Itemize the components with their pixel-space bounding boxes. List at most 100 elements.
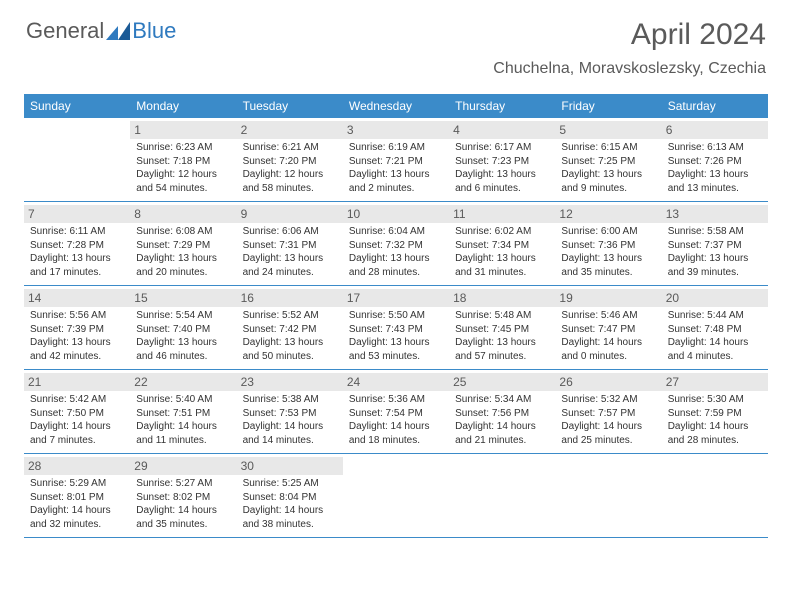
day-number: 24: [343, 373, 449, 391]
day-cell: 6Sunrise: 6:13 AMSunset: 7:26 PMDaylight…: [662, 118, 768, 202]
day-info-line: Sunrise: 6:19 AM: [349, 141, 443, 155]
day-info-line: and 18 minutes.: [349, 434, 443, 448]
day-cell: 28 Sunrise: 5:29 AMSunset: 8:01 PMDayligh…: [24, 454, 130, 538]
day-info-line: Daylight: 14 hours: [349, 420, 443, 434]
day-info-line: Sunset: 7:54 PM: [349, 407, 443, 421]
day-info-line: Sunset: 7:45 PM: [455, 323, 549, 337]
day-number: 14: [24, 289, 130, 307]
day-number: 7: [24, 205, 130, 223]
day-info-line: Sunset: 7:34 PM: [455, 239, 549, 253]
day-info-line: Sunrise: 5:46 AM: [561, 309, 655, 323]
day-info-line: Daylight: 13 hours: [243, 252, 337, 266]
day-info-line: Daylight: 13 hours: [30, 336, 124, 350]
day-info-line: Sunrise: 5:40 AM: [136, 393, 230, 407]
dow-cell: Wednesday: [343, 94, 449, 118]
day-info-line: Daylight: 13 hours: [136, 252, 230, 266]
day-info-line: Sunrise: 6:21 AM: [243, 141, 337, 155]
day-info-line: Daylight: 13 hours: [455, 252, 549, 266]
day-info-line: Sunset: 7:50 PM: [30, 407, 124, 421]
day-cell: 26Sunrise: 5:32 AMSunset: 7:57 PMDayligh…: [555, 370, 661, 454]
day-info-line: Daylight: 13 hours: [561, 252, 655, 266]
day-info-line: Sunrise: 5:44 AM: [668, 309, 762, 323]
day-number: 19: [555, 289, 661, 307]
day-info-line: Sunrise: 5:56 AM: [30, 309, 124, 323]
day-cell: 20Sunrise: 5:44 AMSunset: 7:48 PMDayligh…: [662, 286, 768, 370]
day-number: 28: [24, 457, 130, 475]
day-info-line: and 28 minutes.: [349, 266, 443, 280]
day-cell: 15Sunrise: 5:54 AMSunset: 7:40 PMDayligh…: [130, 286, 236, 370]
day-cell: [449, 454, 555, 538]
day-info-line: Sunset: 7:32 PM: [349, 239, 443, 253]
week-row: 1Sunrise: 6:23 AMSunset: 7:18 PMDaylight…: [24, 118, 768, 202]
day-info-line: Sunrise: 5:36 AM: [349, 393, 443, 407]
day-info-line: Daylight: 14 hours: [30, 420, 124, 434]
day-info-line: Sunrise: 6:17 AM: [455, 141, 549, 155]
day-info-line: Daylight: 12 hours: [243, 168, 337, 182]
day-info-line: and 42 minutes.: [30, 350, 124, 364]
week-row: 7Sunrise: 6:11 AMSunset: 7:28 PMDaylight…: [24, 202, 768, 286]
day-info-line: Sunrise: 6:08 AM: [136, 225, 230, 239]
day-info-line: Daylight: 14 hours: [455, 420, 549, 434]
day-info-line: Daylight: 13 hours: [455, 168, 549, 182]
day-info-line: and 13 minutes.: [668, 182, 762, 196]
day-info-line: and 58 minutes.: [243, 182, 337, 196]
day-info-line: Sunrise: 6:02 AM: [455, 225, 549, 239]
day-cell: 3Sunrise: 6:19 AMSunset: 7:21 PMDaylight…: [343, 118, 449, 202]
dow-cell: Friday: [555, 94, 661, 118]
day-info-line: Sunset: 7:37 PM: [668, 239, 762, 253]
day-info-line: Daylight: 14 hours: [561, 420, 655, 434]
day-number: 17: [343, 289, 449, 307]
day-info-line: and 4 minutes.: [668, 350, 762, 364]
day-cell: 27Sunrise: 5:30 AMSunset: 7:59 PMDayligh…: [662, 370, 768, 454]
day-info-line: Daylight: 14 hours: [561, 336, 655, 350]
day-info-line: and 57 minutes.: [455, 350, 549, 364]
day-info-line: Sunrise: 5:38 AM: [243, 393, 337, 407]
day-number: 10: [343, 205, 449, 223]
week-row: 28 Sunrise: 5:29 AMSunset: 8:01 PMDayligh…: [24, 454, 768, 538]
day-info-line: Sunset: 8:01 PM: [30, 491, 124, 505]
day-info-line: Sunset: 7:26 PM: [668, 155, 762, 169]
day-info-line: Daylight: 14 hours: [243, 420, 337, 434]
day-cell: 18Sunrise: 5:48 AMSunset: 7:45 PMDayligh…: [449, 286, 555, 370]
day-info-line: Sunrise: 5:25 AM: [243, 477, 337, 491]
day-info-line: and 31 minutes.: [455, 266, 549, 280]
day-info-line: Sunset: 7:48 PM: [668, 323, 762, 337]
day-cell: 8Sunrise: 6:08 AMSunset: 7:29 PMDaylight…: [130, 202, 236, 286]
day-number: 27: [662, 373, 768, 391]
day-info-line: Sunrise: 5:52 AM: [243, 309, 337, 323]
day-info-line: and 21 minutes.: [455, 434, 549, 448]
day-info-line: Sunrise: 5:58 AM: [668, 225, 762, 239]
day-info-line: Sunset: 7:53 PM: [243, 407, 337, 421]
dow-header-row: SundayMondayTuesdayWednesdayThursdayFrid…: [24, 94, 768, 118]
logo-mark-icon: [106, 22, 130, 40]
day-info-line: Daylight: 13 hours: [349, 336, 443, 350]
dow-cell: Tuesday: [237, 94, 343, 118]
day-cell: [662, 454, 768, 538]
day-info-line: Sunrise: 5:48 AM: [455, 309, 549, 323]
day-info-line: Sunset: 7:21 PM: [349, 155, 443, 169]
page-title: April 2024: [493, 18, 766, 52]
day-number: 4: [449, 121, 555, 139]
day-info-line: and 11 minutes.: [136, 434, 230, 448]
location-text: Chuchelna, Moravskoslezsky, Czechia: [493, 60, 766, 78]
day-info-line: Sunrise: 5:34 AM: [455, 393, 549, 407]
day-cell: 7Sunrise: 6:11 AMSunset: 7:28 PMDaylight…: [24, 202, 130, 286]
day-info-line: Daylight: 13 hours: [561, 168, 655, 182]
day-info-line: and 14 minutes.: [243, 434, 337, 448]
day-info-line: Daylight: 14 hours: [668, 420, 762, 434]
logo-text-blue: Blue: [132, 18, 176, 44]
day-info-line: and 38 minutes.: [243, 518, 337, 532]
day-number: 21: [24, 373, 130, 391]
day-info-line: Sunset: 7:25 PM: [561, 155, 655, 169]
day-info-line: Sunrise: 5:27 AM: [136, 477, 230, 491]
day-cell: 17Sunrise: 5:50 AMSunset: 7:43 PMDayligh…: [343, 286, 449, 370]
day-info-line: Sunset: 7:56 PM: [455, 407, 549, 421]
day-cell: [555, 454, 661, 538]
day-info-line: Sunrise: 6:23 AM: [136, 141, 230, 155]
day-info-line: Sunrise: 6:15 AM: [561, 141, 655, 155]
day-info-line: Sunrise: 5:29 AM: [30, 477, 124, 491]
day-info-line: Sunset: 8:02 PM: [136, 491, 230, 505]
day-info-line: Daylight: 14 hours: [30, 504, 124, 518]
day-info-line: and 46 minutes.: [136, 350, 230, 364]
day-cell: 2Sunrise: 6:21 AMSunset: 7:20 PMDaylight…: [237, 118, 343, 202]
